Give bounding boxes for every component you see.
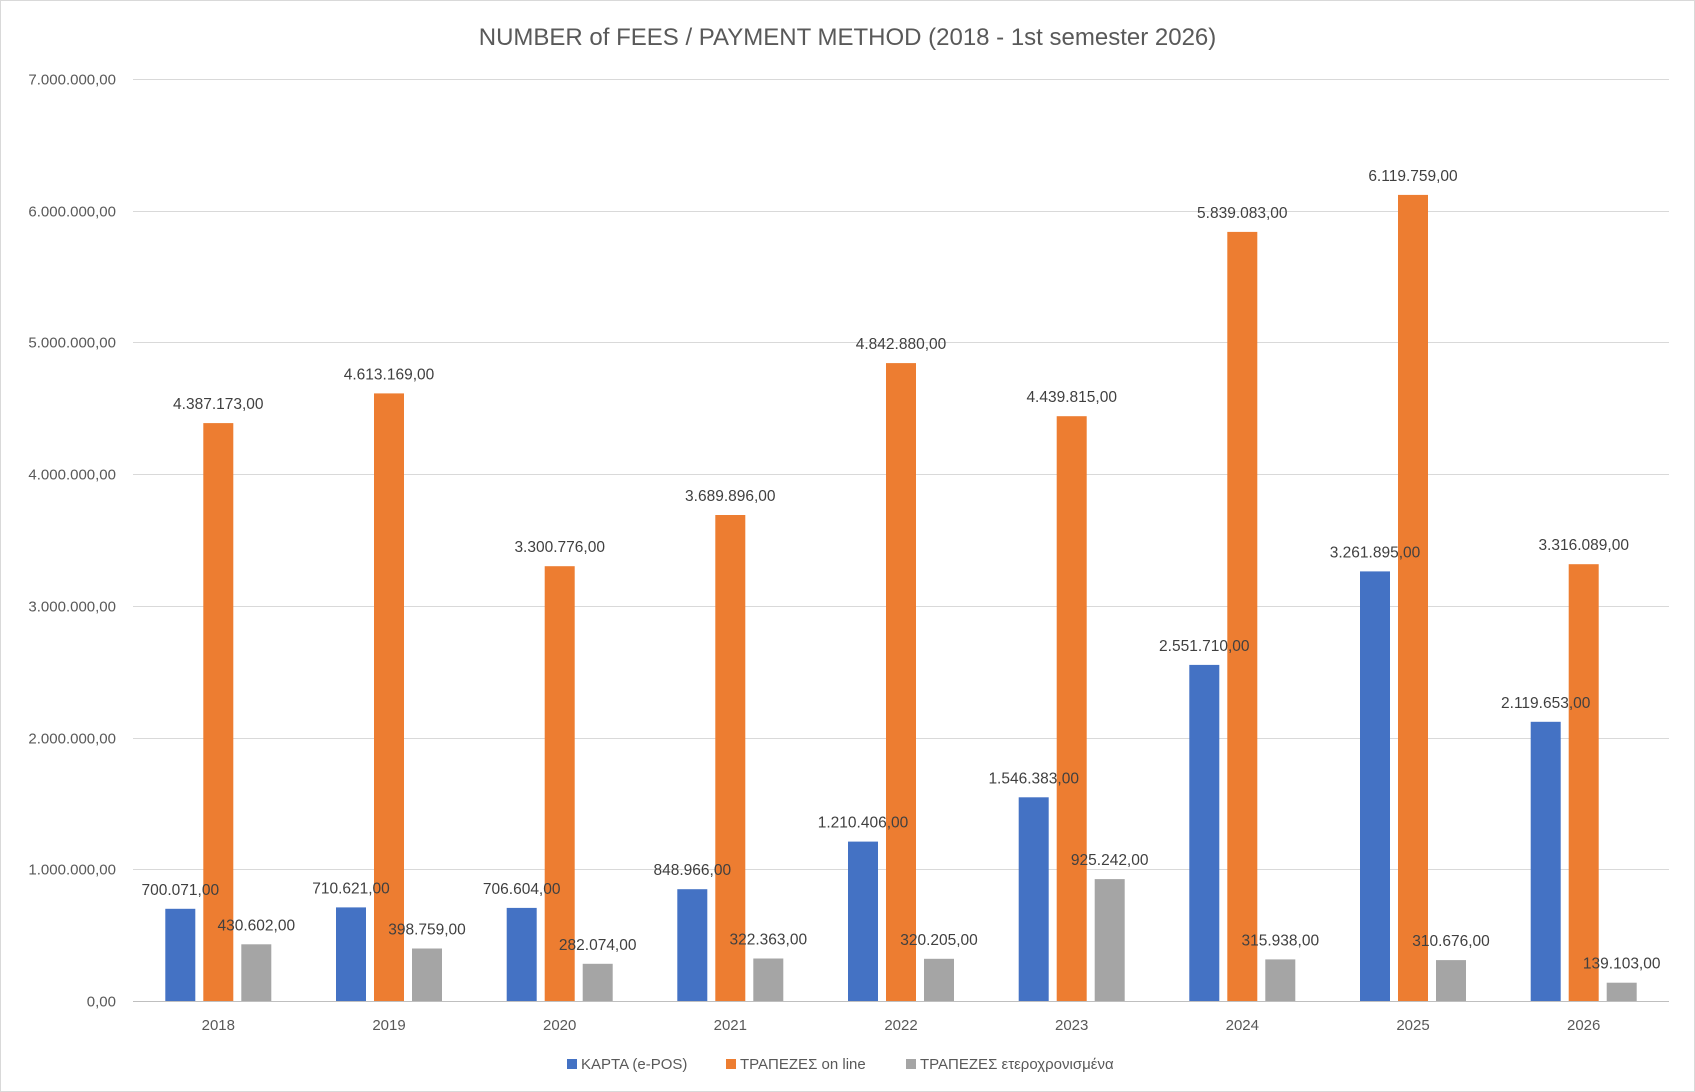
data-label: 1.546.383,00 (988, 770, 1079, 787)
bar (1398, 194, 1428, 1001)
data-label: 6.119.759,00 (1368, 168, 1458, 185)
y-tick-label: 6.000.000,00 (28, 204, 116, 221)
bar (506, 907, 537, 1001)
legend-swatch (906, 1059, 916, 1069)
data-label: 2.119.653,00 (1501, 695, 1591, 712)
bar (1094, 879, 1125, 1001)
y-tick-label: 1.000.000,00 (28, 862, 116, 879)
bar (203, 423, 234, 1002)
legend-swatch (567, 1059, 577, 1069)
data-label: 430.602,00 (218, 917, 296, 934)
data-label: 320.205,00 (900, 932, 978, 949)
chart-title: NUMBER of FEES / PAYMENT METHOD (2018 - … (479, 24, 1217, 51)
bar (374, 393, 404, 1001)
bar (1568, 564, 1599, 1001)
legend-label: ΤΡΑΠΕΖΕΣ on line (740, 1056, 866, 1073)
y-tick-label: 5.000.000,00 (28, 335, 116, 352)
data-label: 3.300.776,00 (514, 539, 605, 556)
data-label: 4.439.815,00 (1026, 389, 1117, 406)
data-label: 2.551.710,00 (1159, 638, 1250, 655)
data-label: 282.074,00 (559, 937, 637, 954)
bar (848, 841, 878, 1001)
data-labels: 700.071,00 4.387.173,00 430.602,00 710.621,… (142, 168, 1661, 973)
y-tick-label: 0,00 (87, 994, 116, 1011)
bar (336, 907, 366, 1001)
y-tick-label: 2.000.000,00 (28, 731, 116, 748)
y-tick-label: 4.000.000,00 (28, 467, 116, 484)
bar (1606, 982, 1637, 1001)
bar (412, 948, 442, 1001)
bar (715, 515, 746, 1001)
bar (1018, 797, 1049, 1001)
data-label: 398.759,00 (388, 922, 466, 939)
bar (241, 944, 272, 1001)
bar (677, 889, 708, 1001)
bar (924, 958, 954, 1001)
bar (1265, 959, 1296, 1001)
x-tick-label: 2025 (1396, 1017, 1429, 1034)
data-label: 3.261.895,00 (1330, 544, 1421, 561)
data-label: 706.604,00 (483, 881, 561, 898)
x-tick-label: 2018 (202, 1017, 235, 1034)
data-label: 710.621,00 (312, 880, 390, 897)
legend-label: ΚΑΡΤΑ (e-POS) (581, 1056, 687, 1073)
y-tick-label: 7.000.000,00 (28, 72, 116, 89)
y-axis-ticks: 0,00 1.000.000,00 2.000.000,00 3.000.000,00… (28, 72, 116, 1011)
bar (1436, 960, 1466, 1001)
bar (1227, 231, 1258, 1001)
bar (582, 963, 613, 1001)
bar (1189, 664, 1220, 1001)
y-tick-label: 3.000.000,00 (28, 599, 116, 616)
data-label: 322.363,00 (730, 932, 808, 949)
data-label: 4.613.169,00 (344, 366, 435, 383)
bar (1530, 721, 1561, 1001)
x-tick-label: 2021 (714, 1017, 747, 1034)
x-tick-label: 2026 (1567, 1017, 1600, 1034)
bar (1360, 571, 1390, 1001)
data-label: 700.071,00 (142, 882, 220, 899)
data-label: 139.103,00 (1583, 956, 1661, 973)
data-label: 1.210.406,00 (818, 815, 909, 832)
x-tick-label: 2022 (884, 1017, 917, 1034)
legend-swatch (726, 1059, 736, 1069)
data-label: 3.689.896,00 (685, 488, 776, 505)
x-tick-label: 2024 (1226, 1017, 1259, 1034)
bar (753, 958, 784, 1001)
bar (886, 363, 916, 1002)
bars (165, 194, 1637, 1002)
legend: ΚΑΡΤΑ (e-POS) ΤΡΑΠΕΖΕΣ on line ΤΡΑΠΕΖΕΣ ετ… (567, 1056, 1114, 1073)
data-label: 315.938,00 (1242, 932, 1320, 949)
legend-label: ΤΡΑΠΕΖΕΣ ετεροχρονισμένα (920, 1056, 1114, 1073)
data-label: 310.676,00 (1412, 933, 1490, 950)
data-label: 5.839.083,00 (1197, 205, 1288, 222)
x-tick-label: 2019 (372, 1017, 405, 1034)
data-label: 848.966,00 (654, 862, 732, 879)
data-label: 4.842.880,00 (856, 336, 947, 353)
bar (165, 908, 196, 1001)
data-label: 3.316.089,00 (1538, 537, 1629, 554)
x-axis-ticks: 2018 2019 2020 2021 2022 2023 2024 2025 2026 (202, 1017, 1601, 1034)
x-tick-label: 2020 (543, 1017, 576, 1034)
x-tick-label: 2023 (1055, 1017, 1088, 1034)
data-label: 925.242,00 (1071, 852, 1149, 869)
data-label: 4.387.173,00 (173, 396, 264, 413)
bar (1056, 416, 1087, 1001)
bar (544, 566, 575, 1001)
